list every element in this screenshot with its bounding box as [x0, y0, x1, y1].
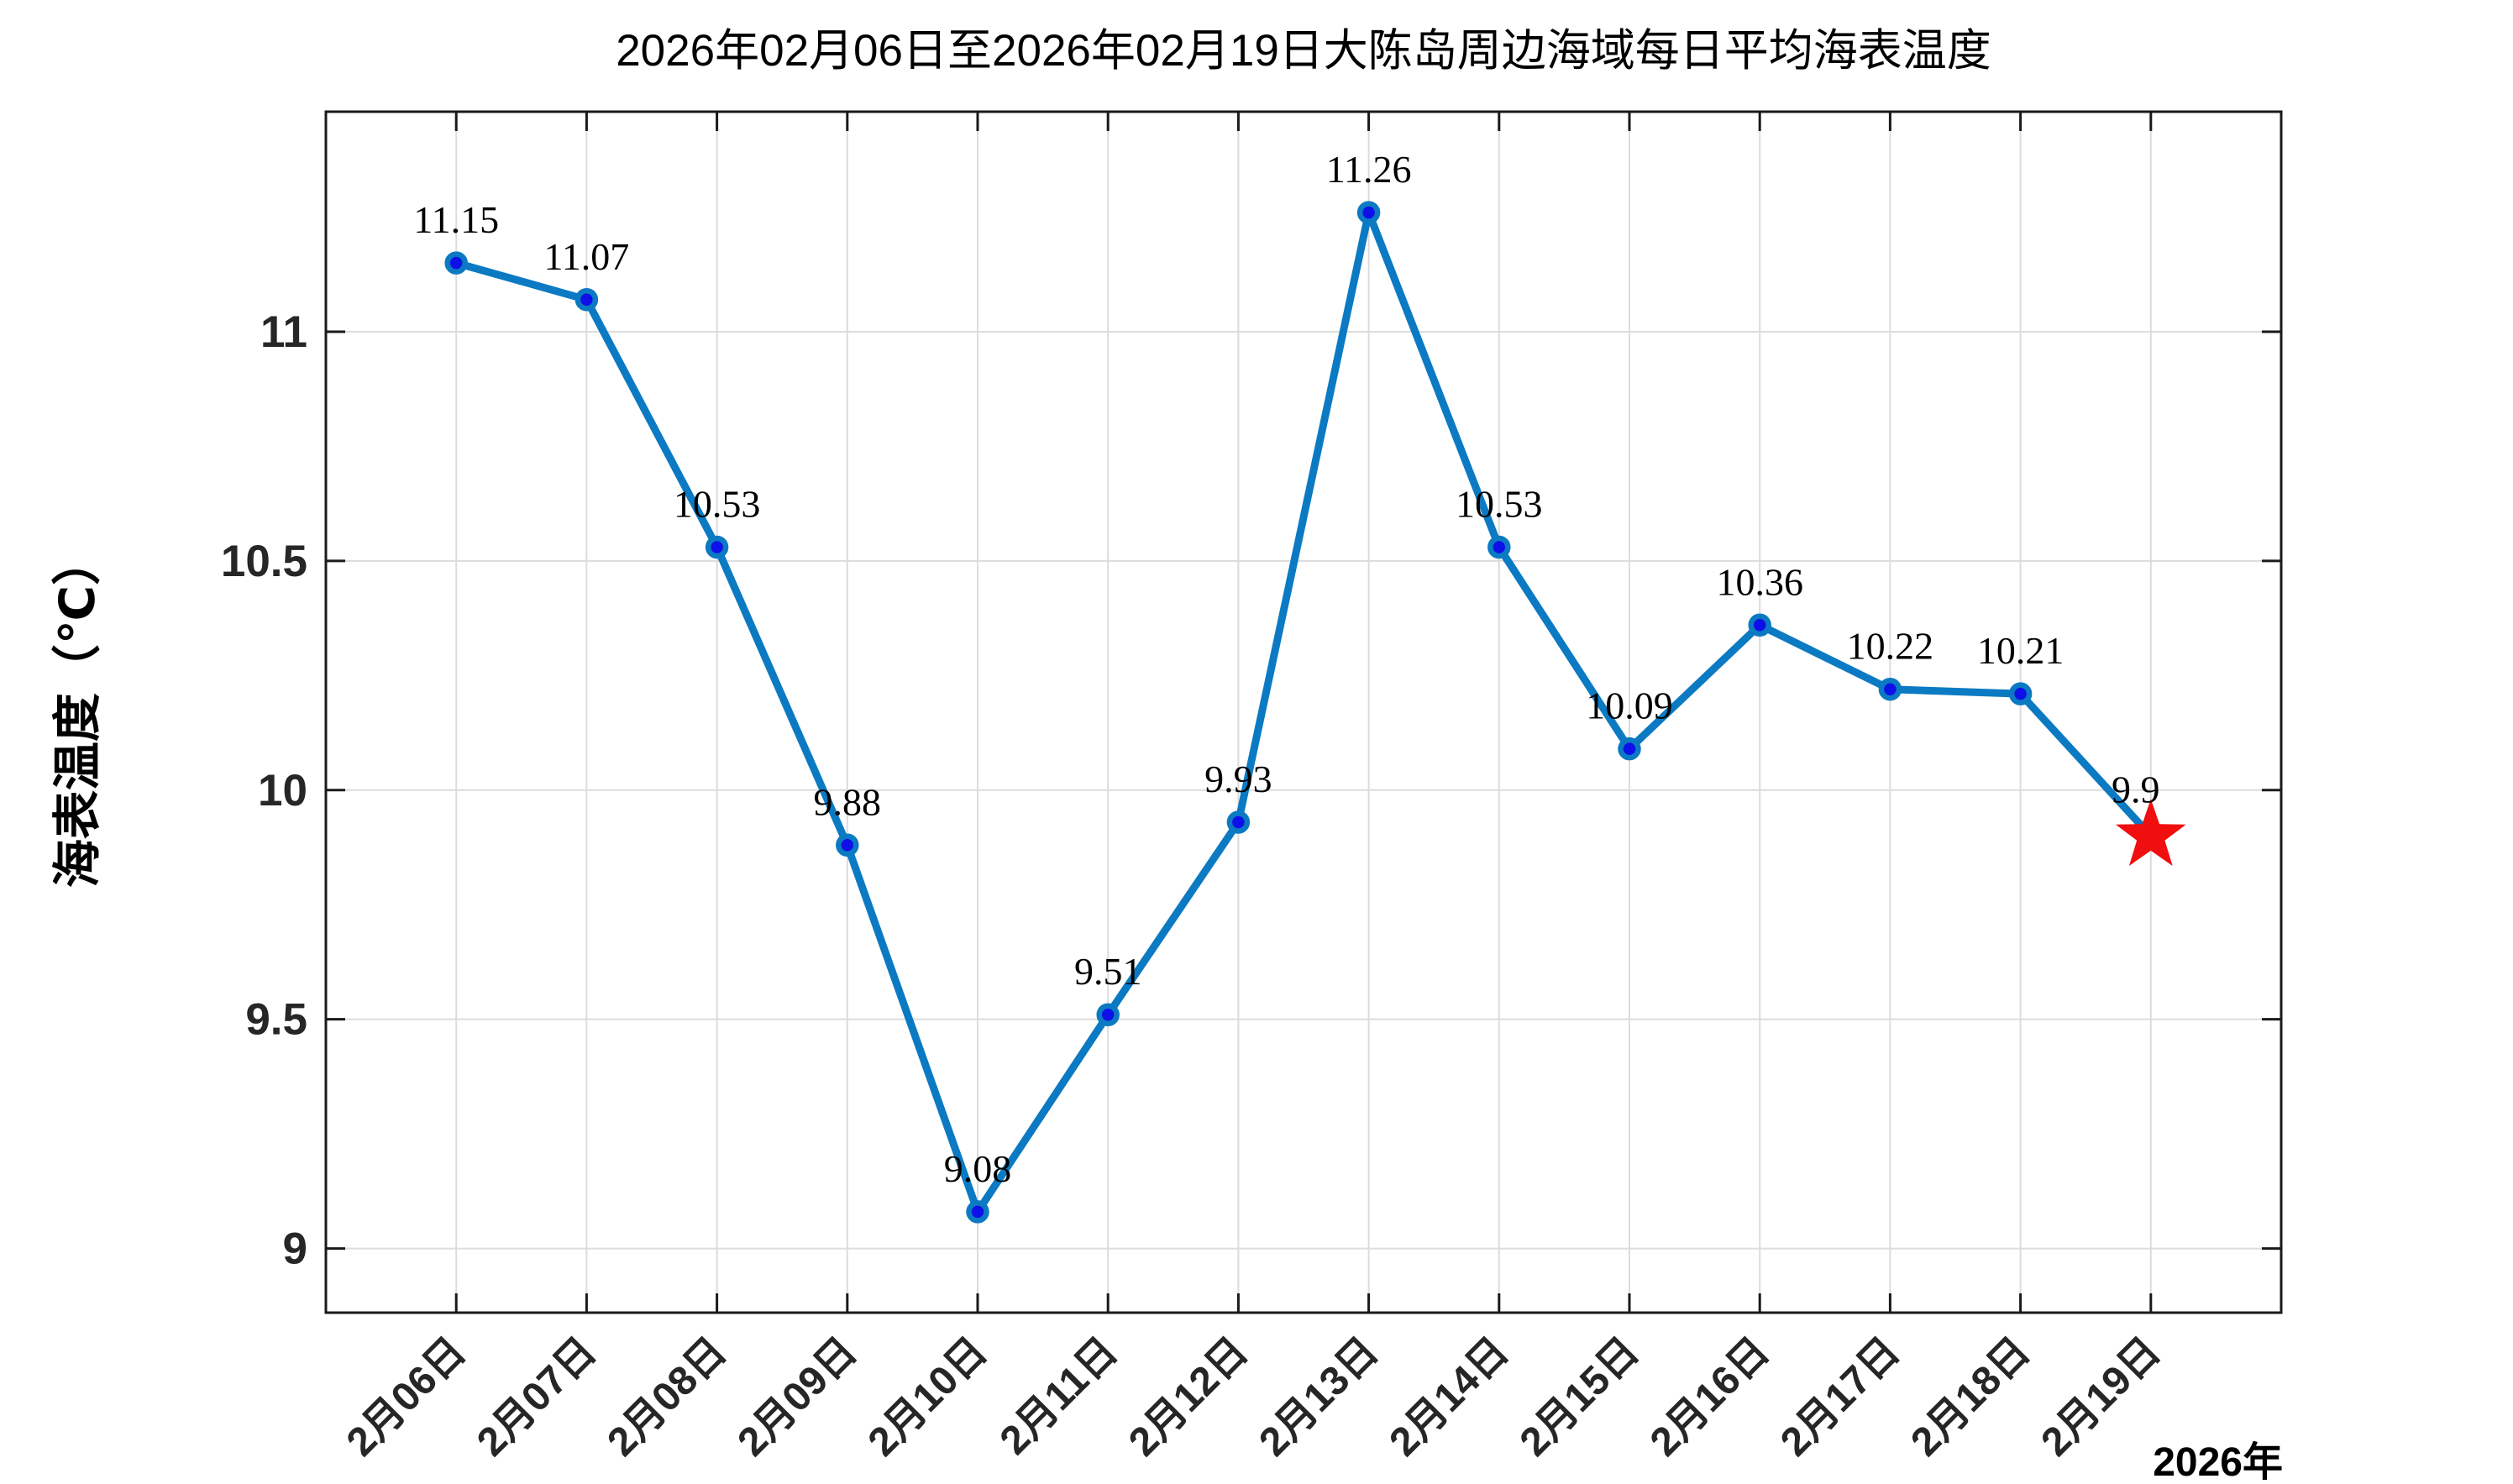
- point-value-label: 11.07: [544, 235, 630, 278]
- point-value-label: 10.36: [1716, 560, 1803, 603]
- final-point-star-marker: [2115, 799, 2186, 866]
- x-tick-label: 2月16日: [1642, 1329, 1778, 1465]
- red-star-marker: [2115, 799, 2186, 866]
- point-value-label: 11.26: [1326, 148, 1412, 191]
- data-point-marker: [1487, 535, 1511, 559]
- x-tick-label: 2月09日: [730, 1329, 866, 1465]
- data-point-marker: [2008, 682, 2033, 705]
- x-tick-label: 2月14日: [1382, 1329, 1518, 1465]
- x-tick-label: 2月11日: [992, 1329, 1126, 1463]
- data-point-marker: [1748, 613, 1771, 637]
- data-point-marker: [1618, 737, 1641, 761]
- point-value-label: 10.53: [674, 483, 761, 526]
- x-tick-label: 2月15日: [1512, 1329, 1648, 1465]
- point-value-label: 9.88: [814, 780, 882, 823]
- x-axis-year-label: 2026年: [2153, 1440, 2283, 1484]
- grid-lines: [326, 112, 2281, 1313]
- y-tick-labels: 9 9.5 10 10.5 11: [221, 307, 307, 1274]
- y-tick-label: 10: [258, 766, 307, 815]
- temperature-polyline: [452, 208, 2155, 1216]
- plot-border-box: [324, 110, 2283, 1314]
- point-value-label: 9.51: [1074, 950, 1142, 993]
- x-tick-label: 2月10日: [860, 1329, 996, 1465]
- data-point-markers: [444, 201, 2033, 1224]
- x-tick-label: 2月12日: [1120, 1329, 1256, 1465]
- y-tick-label: 10.5: [221, 537, 307, 586]
- y-tick-label: 9.5: [245, 995, 307, 1045]
- x-tick-labels: 2月06日2月07日2月08日2月09日2月10日2月11日2月12日2月13日…: [338, 1329, 2169, 1465]
- data-point-marker: [1226, 810, 1251, 834]
- y-axis-label: 海表温度（℃）: [50, 537, 105, 888]
- y-tick-label: 9: [283, 1224, 307, 1274]
- x-tick-label: 2月06日: [338, 1329, 475, 1465]
- axis-box-and-ticks: [324, 110, 2283, 1314]
- x-tick-label: 2月19日: [2033, 1329, 2169, 1465]
- data-point-marker: [705, 535, 729, 559]
- point-value-label: 10.22: [1847, 625, 1934, 668]
- data-point-marker: [574, 288, 599, 312]
- data-point-marker: [1096, 1003, 1120, 1026]
- x-tick-label: 2月17日: [1772, 1329, 1908, 1465]
- chart-title: 2026年02月06日至2026年02月19日大陈岛周边海域每日平均海表温度: [616, 26, 1991, 76]
- point-value-label: 10.09: [1586, 684, 1673, 727]
- point-value-label: 10.53: [1456, 483, 1543, 526]
- data-point-marker: [1356, 201, 1381, 224]
- x-tick-label: 2月13日: [1251, 1329, 1387, 1465]
- x-tick-label: 2月18日: [1902, 1329, 2038, 1465]
- temperature-line-series: [452, 208, 2155, 1216]
- point-value-label: 10.21: [1977, 629, 2064, 672]
- y-tick-label: 11: [260, 307, 307, 357]
- data-point-marker: [966, 1200, 989, 1224]
- point-value-label: 9.9: [2112, 768, 2160, 810]
- x-tick-label: 2月08日: [599, 1329, 735, 1465]
- point-value-label: 9.08: [944, 1147, 1012, 1190]
- data-point-marker: [444, 251, 468, 275]
- data-point-marker: [1878, 677, 1902, 701]
- point-value-label: 9.93: [1204, 758, 1272, 800]
- point-value-label: 11.15: [413, 198, 499, 241]
- point-value-labels: 11.15 11.07 10.53 9.88 9.08 9.51 9.93 11.26 10.5…: [413, 148, 2159, 1190]
- data-point-marker: [836, 833, 859, 857]
- x-tick-label: 2月07日: [469, 1329, 605, 1465]
